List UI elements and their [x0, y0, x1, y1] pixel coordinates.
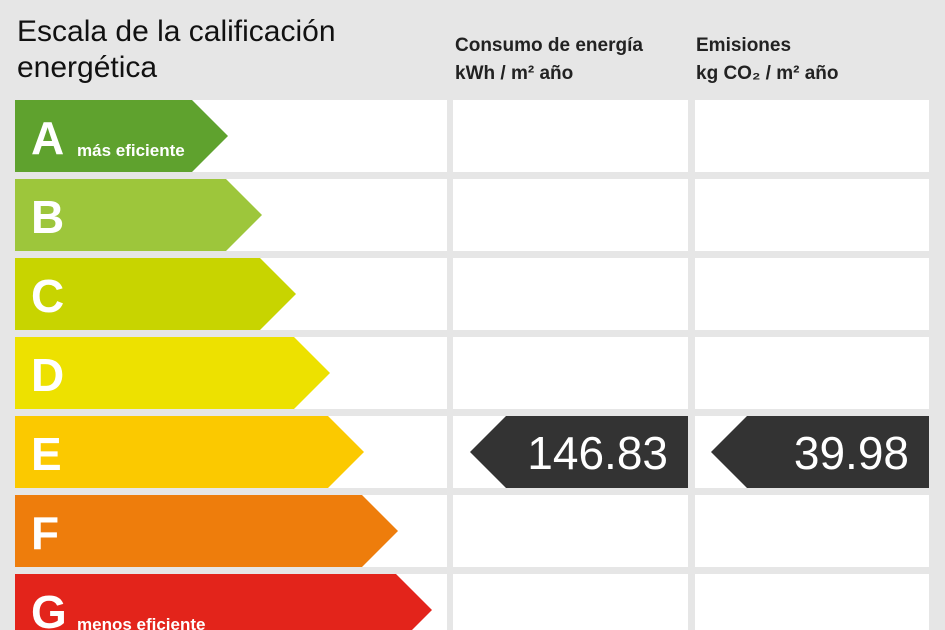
- cell: [695, 179, 929, 251]
- title: Escala de la calificación energética: [17, 15, 336, 84]
- cell: [695, 574, 929, 630]
- column-unit: kWh / m² año: [455, 63, 574, 84]
- value-label: 39.98: [794, 427, 909, 479]
- rating-arrow: [15, 337, 330, 409]
- value-badge: [711, 416, 929, 488]
- rating-letter: F: [31, 507, 59, 559]
- rating-arrow: [15, 416, 364, 488]
- cell: [695, 100, 929, 172]
- rating-letter: E: [31, 428, 62, 480]
- column-title: Emisiones: [696, 35, 792, 56]
- cell: [695, 337, 929, 409]
- rating-letter: D: [31, 349, 64, 401]
- rating-letter: C: [31, 270, 64, 322]
- cell: [453, 100, 688, 172]
- cell: [695, 495, 929, 567]
- rating-letter: A: [31, 112, 64, 164]
- cell: [453, 495, 688, 567]
- rating-arrow: [15, 574, 432, 630]
- column-unit: kg CO₂ / m² año: [696, 63, 839, 84]
- rating-note: menos eficiente: [77, 615, 206, 630]
- cell: [453, 337, 688, 409]
- rating-arrow: [15, 100, 228, 172]
- value-label: 146.83: [527, 427, 668, 479]
- cell: [453, 574, 688, 630]
- column-header: Emisiones kg CO₂ / m² año: [696, 32, 839, 88]
- cell: [453, 258, 688, 330]
- rating-arrow: [15, 258, 296, 330]
- rating-note: más eficiente: [77, 141, 185, 160]
- value-badge: [470, 416, 688, 488]
- rating-arrow: [15, 495, 398, 567]
- column-header: Consumo de energía kWh / m² año: [455, 32, 643, 88]
- cell: [453, 179, 688, 251]
- rating-arrow: [15, 179, 262, 251]
- column-title: Consumo de energía: [455, 35, 643, 56]
- rating-letter: G: [31, 586, 67, 630]
- cell: [695, 258, 929, 330]
- rating-letter: B: [31, 191, 64, 243]
